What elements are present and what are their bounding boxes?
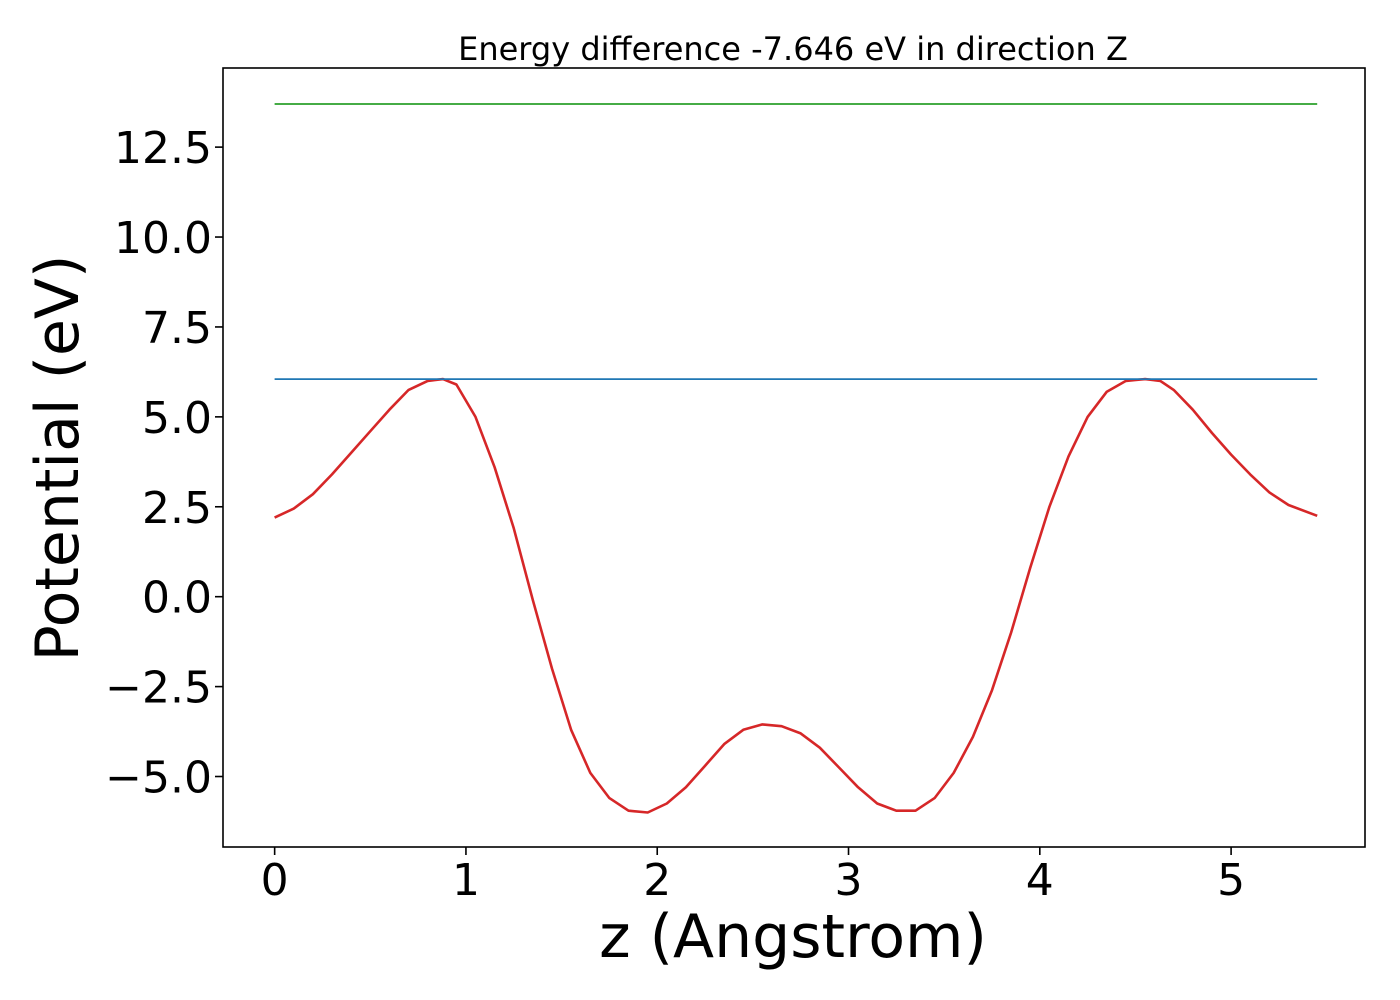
x-tick-label: 2	[643, 855, 671, 906]
y-tick-label: −2.5	[105, 663, 212, 714]
x-axis-label: z (Angstrom)	[599, 902, 987, 972]
x-tick-label: 5	[1217, 855, 1245, 906]
y-tick-label: 12.5	[114, 123, 212, 174]
y-tick-label: 0.0	[142, 573, 212, 624]
y-tick-label: 10.0	[114, 213, 212, 264]
y-tick-label: 7.5	[142, 303, 212, 354]
plot-frame	[222, 67, 1366, 848]
y-tick-label: 2.5	[142, 483, 212, 534]
x-tick-label: 4	[1026, 855, 1054, 906]
y-tick-label: 5.0	[142, 393, 212, 444]
series-line-1	[274, 377, 1318, 814]
x-axis-ticks: 0 1 2 3 4 5	[261, 847, 1245, 906]
x-tick-label: 3	[835, 855, 863, 906]
y-axis-ticks: −5.0 −2.5 0.0 2.5 5.0 7.5 10.0 12.5	[105, 123, 223, 804]
chart-title: Energy difference -7.646 eV in direction…	[458, 30, 1128, 68]
x-tick-label: 0	[261, 855, 289, 906]
y-axis-label: Potential (eV)	[23, 255, 93, 662]
y-tick-label: −5.0	[105, 753, 212, 804]
x-tick-label: 1	[452, 855, 480, 906]
series-layer	[274, 103, 1318, 814]
